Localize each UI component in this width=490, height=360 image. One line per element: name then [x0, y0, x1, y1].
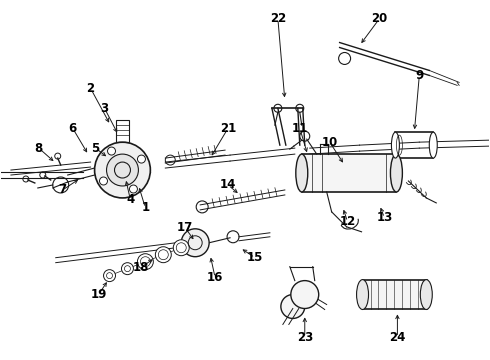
Ellipse shape [420, 280, 432, 310]
Text: 22: 22 [270, 12, 286, 25]
Text: 9: 9 [415, 69, 423, 82]
Text: 7: 7 [59, 184, 67, 197]
Circle shape [103, 270, 116, 282]
Ellipse shape [296, 154, 308, 192]
Circle shape [122, 263, 133, 275]
Text: 20: 20 [371, 12, 388, 25]
Ellipse shape [429, 132, 437, 158]
Circle shape [181, 229, 209, 257]
Text: 23: 23 [296, 331, 313, 344]
Text: 1: 1 [141, 201, 149, 215]
Text: 3: 3 [100, 102, 109, 115]
Circle shape [99, 177, 107, 185]
Bar [302, 154, 396, 192]
Text: 6: 6 [69, 122, 77, 135]
Bar [363, 280, 427, 310]
Circle shape [155, 247, 172, 263]
Text: 24: 24 [389, 331, 406, 344]
Text: 12: 12 [340, 215, 356, 228]
Circle shape [106, 154, 138, 186]
Ellipse shape [391, 154, 402, 192]
Bar [395, 132, 433, 158]
Text: 21: 21 [220, 122, 236, 135]
Circle shape [281, 294, 305, 319]
Text: 5: 5 [92, 141, 99, 155]
Ellipse shape [357, 280, 368, 310]
Bar [116, 120, 129, 142]
Text: 14: 14 [220, 179, 236, 192]
Circle shape [291, 280, 318, 309]
Text: 15: 15 [247, 251, 263, 264]
Text: 10: 10 [321, 136, 338, 149]
Text: 16: 16 [207, 271, 223, 284]
Circle shape [173, 240, 189, 256]
Text: 4: 4 [126, 193, 135, 206]
Circle shape [129, 185, 137, 193]
Circle shape [107, 147, 116, 155]
Circle shape [137, 254, 153, 270]
Text: 13: 13 [376, 211, 392, 224]
Text: 18: 18 [132, 261, 148, 274]
Text: 8: 8 [35, 141, 43, 155]
Ellipse shape [392, 132, 399, 158]
Text: 2: 2 [87, 82, 95, 95]
Circle shape [138, 155, 146, 163]
Text: 17: 17 [177, 221, 194, 234]
Text: 11: 11 [292, 122, 308, 135]
Text: 19: 19 [90, 288, 107, 301]
Circle shape [95, 142, 150, 198]
